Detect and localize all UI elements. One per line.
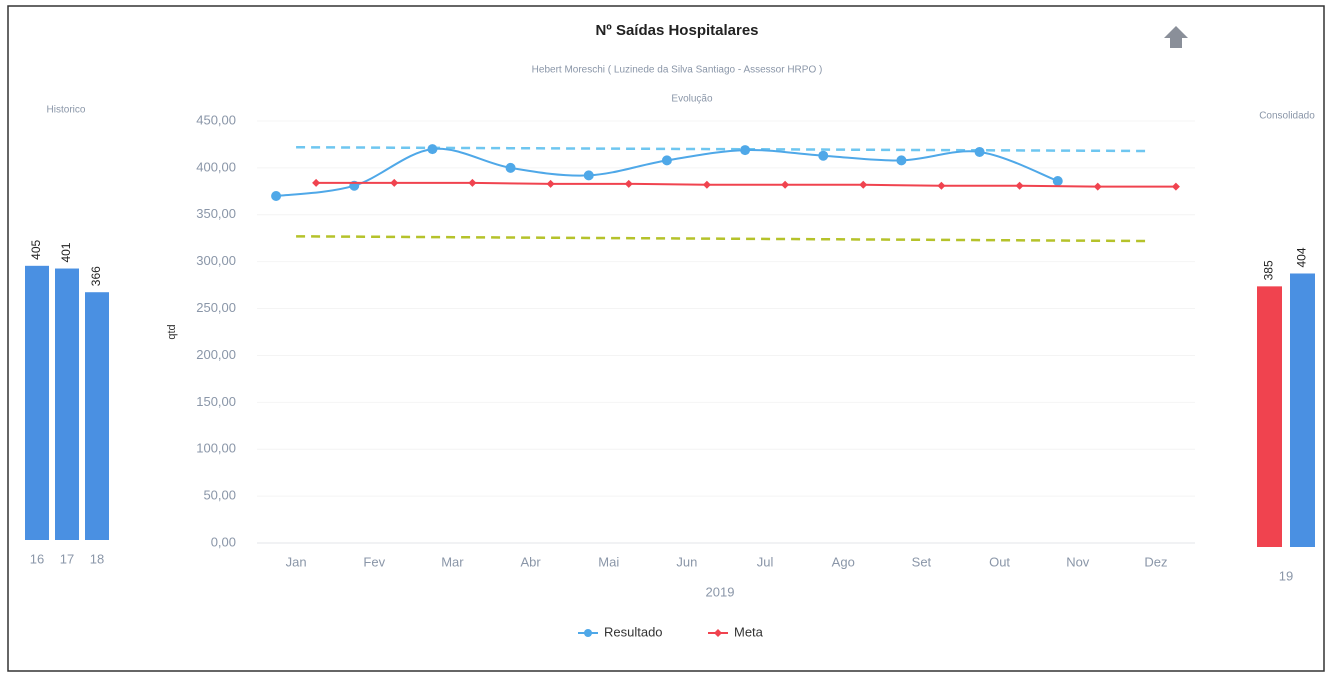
x-axis-label: 2019 bbox=[706, 584, 735, 599]
point bbox=[468, 178, 477, 187]
point bbox=[1093, 182, 1102, 191]
chart-title: Nº Saídas Hospitalares bbox=[595, 22, 758, 39]
x-tick-label: Jan bbox=[286, 554, 307, 569]
point bbox=[583, 170, 594, 181]
x-tick-label: Dez bbox=[1144, 554, 1167, 569]
x-tick-label: 19 bbox=[1279, 568, 1293, 583]
point bbox=[390, 178, 399, 187]
point bbox=[271, 191, 282, 202]
point bbox=[505, 162, 516, 173]
x-tick-label: Jun bbox=[676, 554, 697, 569]
y-tick-label: 200,00 bbox=[196, 347, 236, 362]
bar bbox=[25, 265, 49, 540]
y-tick-label: 50,00 bbox=[203, 488, 236, 503]
bar bbox=[1257, 286, 1282, 547]
point bbox=[937, 181, 946, 190]
bar bbox=[1290, 273, 1315, 547]
point bbox=[818, 150, 829, 161]
reference-line bbox=[296, 235, 1151, 243]
legend-label: Resultado bbox=[604, 624, 663, 639]
x-tick-label: Set bbox=[912, 554, 932, 569]
frame bbox=[7, 5, 1325, 672]
legend-label: Meta bbox=[734, 624, 764, 639]
consolidado-title: Consolidado bbox=[1259, 111, 1315, 122]
point bbox=[974, 146, 985, 157]
point bbox=[624, 179, 633, 188]
point bbox=[1171, 182, 1180, 191]
y-tick-label: 400,00 bbox=[196, 159, 236, 174]
point bbox=[702, 180, 711, 189]
value-label: 385 bbox=[1262, 260, 1276, 280]
y-tick-label: 300,00 bbox=[196, 253, 236, 268]
bar bbox=[85, 292, 109, 540]
point bbox=[859, 180, 868, 189]
y-tick-label: 100,00 bbox=[196, 441, 236, 456]
point bbox=[1052, 176, 1063, 187]
point bbox=[1015, 181, 1024, 190]
x-tick-label: 16 bbox=[30, 551, 44, 566]
y-tick-label: 0,00 bbox=[211, 534, 236, 549]
series-line bbox=[316, 181, 1176, 188]
y-tick-label: 250,00 bbox=[196, 300, 236, 315]
x-tick-label: Out bbox=[989, 554, 1010, 569]
y-tick-label: 150,00 bbox=[196, 394, 236, 409]
bar bbox=[55, 268, 79, 540]
point bbox=[740, 145, 751, 156]
value-label: 401 bbox=[59, 242, 73, 262]
x-tick-label: Mar bbox=[441, 554, 464, 569]
value-label: 405 bbox=[29, 239, 43, 259]
x-tick-label: Abr bbox=[520, 554, 541, 569]
point bbox=[427, 144, 438, 155]
historico-title: Historico bbox=[47, 105, 86, 116]
legend-marker bbox=[714, 629, 722, 637]
y-tick-label: 350,00 bbox=[196, 206, 236, 221]
x-tick-label: Nov bbox=[1066, 554, 1090, 569]
subtitle: Hebert Moreschi ( Luzinede da Silva Sant… bbox=[532, 65, 823, 76]
y-tick-label: 450,00 bbox=[196, 112, 236, 127]
x-tick-label: Fev bbox=[363, 554, 385, 569]
point bbox=[896, 155, 907, 166]
x-tick-label: 18 bbox=[90, 551, 104, 566]
x-tick-label: Mai bbox=[598, 554, 619, 569]
caption: Evolução bbox=[671, 94, 713, 105]
point bbox=[661, 155, 672, 166]
x-tick-label: Ago bbox=[832, 554, 855, 569]
y-axis-label: qtd bbox=[166, 324, 178, 339]
up-button[interactable] bbox=[1164, 26, 1188, 48]
value-label: 404 bbox=[1295, 247, 1309, 267]
value-label: 366 bbox=[89, 266, 103, 286]
point bbox=[312, 178, 321, 187]
legend-marker bbox=[584, 629, 592, 637]
x-tick-label: 17 bbox=[60, 551, 74, 566]
x-tick-label: Jul bbox=[757, 554, 774, 569]
point bbox=[546, 179, 555, 188]
point bbox=[781, 180, 790, 189]
